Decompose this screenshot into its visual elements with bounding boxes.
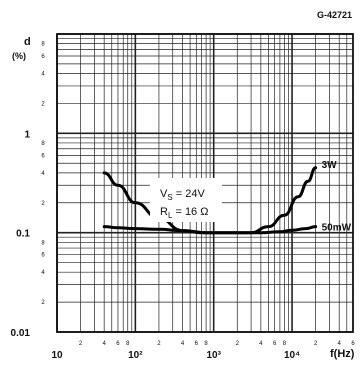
annotation-rl: RL = 16 Ω <box>160 206 208 220</box>
x-minor-tick-label: 2 <box>236 341 240 347</box>
x-minor-tick-label: 8 <box>204 341 208 347</box>
y-minor-tick-label: 6 <box>41 153 45 159</box>
annotation-vs: VS = 24V <box>160 188 205 202</box>
y-minor-tick-label: 2 <box>41 101 45 107</box>
annotation-rl-value: = 16 Ω <box>172 206 208 218</box>
y-tick-label: 1 <box>24 129 30 140</box>
y-minor-tick-label: 4 <box>41 72 45 78</box>
y-axis-unit: (%) <box>12 51 26 61</box>
y-minor-tick-label: 2 <box>41 300 45 306</box>
x-axis-label: f(Hz) <box>330 348 355 360</box>
x-minor-tick-label: 2 <box>157 341 161 347</box>
y-minor-tick-label: 2 <box>41 201 45 207</box>
y-minor-tick-label: 4 <box>41 270 45 276</box>
y-minor-tick-label: 8 <box>41 141 45 147</box>
x-minor-tick-label: 2 <box>79 341 83 347</box>
y-minor-tick-label: 6 <box>41 54 45 60</box>
plot-frame <box>56 33 354 333</box>
x-minor-tick-label: 8 <box>283 341 287 347</box>
series-label-3w: 3W <box>322 160 338 171</box>
x-tick-label: 10² <box>128 350 143 361</box>
series-layer: 3W 50mW <box>102 160 352 235</box>
y-minor-tick-label: 4 <box>41 171 45 177</box>
x-minor-tick-label: 4 <box>338 341 342 347</box>
annotation-rl-symbol: R <box>160 206 168 218</box>
y-minor-tick-label: 8 <box>41 42 45 48</box>
annotation-vs-value: = 24V <box>173 188 206 200</box>
x-minor-tick-label: 6 <box>273 341 277 347</box>
series-label-50mw: 50mW <box>322 223 352 234</box>
annotation-box <box>150 178 222 222</box>
series-line-50mw <box>102 225 318 235</box>
x-minor-tick-label: 8 <box>126 341 130 347</box>
figure-code: G-42721 <box>317 10 352 20</box>
annotation-vs-symbol: V <box>160 188 168 200</box>
y-tick-label: 0.1 <box>16 229 30 240</box>
annotation-rl-sub: L <box>168 211 173 220</box>
x-tick-label: 10³ <box>206 350 221 361</box>
x-minor-tick-label: 6 <box>195 341 199 347</box>
annotation-vs-sub: S <box>167 193 172 202</box>
x-tick-label: 10⁴ <box>284 350 300 361</box>
x-minor-tick-label: 4 <box>181 341 185 347</box>
x-minor-tick-label: 4 <box>259 341 263 347</box>
x-minor-tick-label: 2 <box>314 341 318 347</box>
x-minor-tick-label: 4 <box>102 341 106 347</box>
x-minor-tick-label: 6 <box>116 341 120 347</box>
x-tick-label: 10 <box>51 350 63 361</box>
x-minor-tick-label: 6 <box>351 341 355 347</box>
y-axis-label: d <box>24 36 31 48</box>
y-tick-label: 0.01 <box>11 328 31 339</box>
y-minor-tick-label: 8 <box>41 240 45 246</box>
y-minor-tick-label: 6 <box>41 253 45 259</box>
